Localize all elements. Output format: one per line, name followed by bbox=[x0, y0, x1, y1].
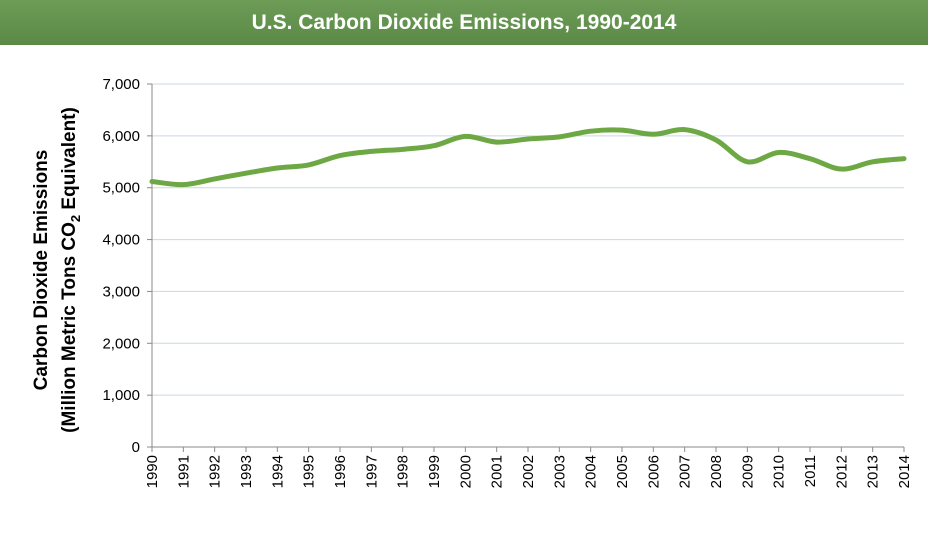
x-tick-label: 1995 bbox=[301, 455, 318, 488]
y-axis-label-line1: Carbon Dioxide Emissions bbox=[31, 150, 52, 391]
x-tick-label: 2005 bbox=[614, 455, 631, 488]
x-tick-label: 1991 bbox=[175, 455, 192, 488]
x-tick-label: 2012 bbox=[833, 455, 850, 488]
x-tick-label: 2010 bbox=[771, 455, 788, 488]
y-tick-label: 7,000 bbox=[102, 76, 140, 93]
x-tick-label: 1998 bbox=[395, 455, 412, 488]
y-tick-label: 6,000 bbox=[102, 128, 140, 145]
y-axis-label: Carbon Dioxide Emissions (Million Metric… bbox=[31, 107, 83, 433]
y-tick-label: 5,000 bbox=[102, 180, 140, 197]
svg-text:(Million Metric Tons CO2 Equiv: (Million Metric Tons CO2 Equivalent) bbox=[59, 107, 83, 433]
x-tick-label: 2002 bbox=[520, 455, 537, 488]
y-axis-label-line2-post: Equivalent) bbox=[59, 107, 80, 215]
x-tick-label: 2014 bbox=[896, 455, 913, 488]
x-tick-label: 2000 bbox=[457, 455, 474, 488]
x-tick-label: 1994 bbox=[269, 455, 286, 488]
x-tick-label: 1996 bbox=[332, 455, 349, 488]
x-tick-label: 2006 bbox=[645, 455, 662, 488]
x-tick-label: 2007 bbox=[677, 455, 694, 488]
y-tick-label: 3,000 bbox=[102, 283, 140, 300]
chart-title: U.S. Carbon Dioxide Emissions, 1990-2014 bbox=[251, 10, 677, 34]
y-tick-label: 1,000 bbox=[102, 387, 140, 404]
x-tick-label: 1997 bbox=[363, 455, 380, 488]
chart-title-bar: U.S. Carbon Dioxide Emissions, 1990-2014 bbox=[0, 0, 928, 45]
axes bbox=[151, 84, 905, 452]
x-tick-label: 2008 bbox=[708, 455, 725, 488]
x-tick-label: 1999 bbox=[426, 455, 443, 488]
x-tick-labels: 1990 1991 1992 1993 1994 1995 1996 1997 1998 1999… bbox=[144, 455, 913, 488]
series-line-emissions bbox=[149, 127, 907, 188]
x-tick-label: 2013 bbox=[865, 455, 882, 488]
y-axis-label-subscript: 2 bbox=[68, 215, 83, 222]
y-tick-label: 2,000 bbox=[102, 335, 140, 352]
y-tick-label: 4,000 bbox=[102, 232, 140, 249]
x-tick-label: 2011 bbox=[802, 455, 819, 487]
x-tick-label: 1990 bbox=[144, 455, 161, 488]
y-tick-label: 0 bbox=[132, 439, 140, 456]
x-tick-label: 1992 bbox=[207, 455, 224, 488]
x-tick-label: 2003 bbox=[551, 455, 568, 488]
x-tick-label: 2001 bbox=[489, 455, 506, 488]
x-tick-label: 2009 bbox=[739, 455, 756, 488]
x-tick-label: 2004 bbox=[583, 455, 600, 488]
svg-text:Carbon Dioxide Emissions: Carbon Dioxide Emissions bbox=[31, 150, 52, 391]
y-axis-label-line2-pre: (Million Metric Tons CO bbox=[59, 222, 80, 433]
gridlines bbox=[147, 83, 904, 448]
x-tick-label: 1993 bbox=[238, 455, 255, 488]
y-tick-labels: 0 1,000 2,000 3,000 4,000 5,000 6,000 7,000 bbox=[102, 76, 140, 456]
